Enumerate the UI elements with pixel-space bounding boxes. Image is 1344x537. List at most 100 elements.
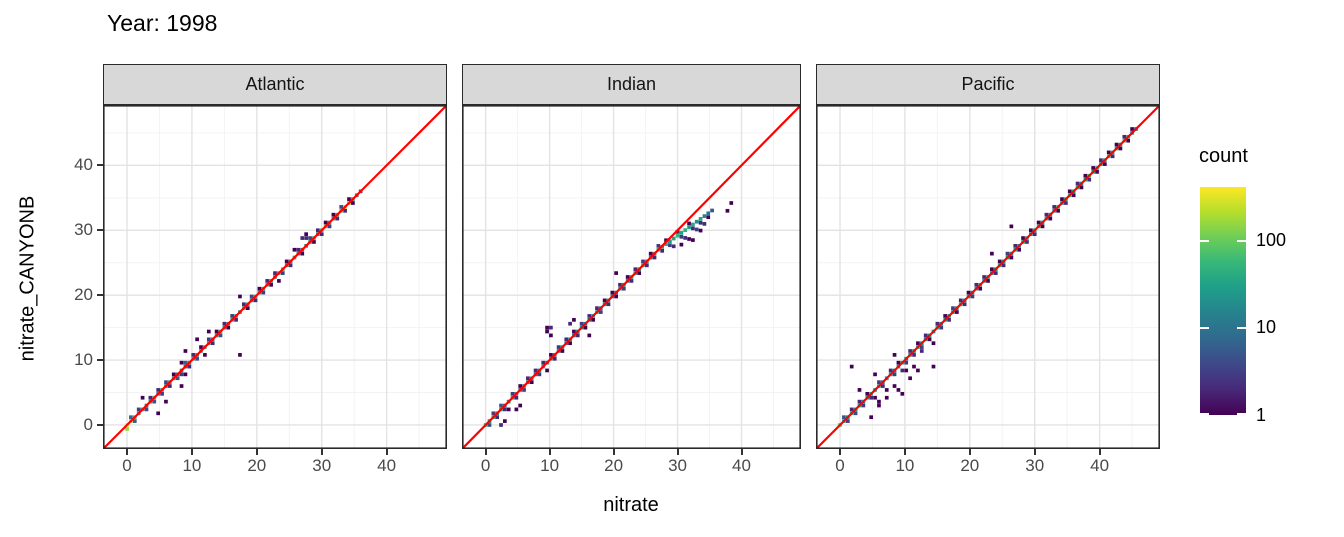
- bin2d-cell: [683, 236, 688, 240]
- bin2d-cell: [698, 220, 703, 225]
- bin2d-cell: [892, 372, 897, 377]
- x-tick-label: 20: [960, 456, 980, 475]
- facet-label: Indian: [606, 74, 657, 94]
- x-tick-mark: [190, 449, 193, 455]
- bin2d-cell: [683, 228, 688, 232]
- bin2d-cell: [974, 282, 979, 287]
- legend-tick-mark: [1200, 327, 1209, 330]
- bin2d-cell: [687, 225, 691, 230]
- bin2d-cell: [541, 360, 546, 365]
- facet-label: Pacific: [961, 74, 1015, 94]
- bin2d-cell: [873, 372, 877, 377]
- bin2d-cell: [152, 399, 157, 404]
- bin2d-cell: [560, 349, 565, 353]
- bin2d-cell: [312, 240, 316, 244]
- bin2d-cell: [916, 368, 920, 373]
- bin2d-cell: [842, 415, 846, 420]
- bin2d-cell: [656, 243, 661, 248]
- bin2d-cell: [226, 325, 231, 330]
- x-tick-label: 0: [835, 456, 845, 475]
- bin2d-cell: [1028, 228, 1033, 233]
- bin2d-cell: [556, 345, 561, 349]
- bin2d-cell: [997, 259, 1002, 264]
- bin2d-cell: [179, 384, 184, 388]
- bin2d-cell: [234, 317, 238, 322]
- bin2d-cell: [591, 317, 595, 322]
- bin2d-cell: [292, 247, 297, 252]
- legend-tick-mark: [1200, 239, 1209, 242]
- bin2d-cell: [300, 236, 305, 240]
- legend-tick-label: 1: [1256, 405, 1267, 425]
- y-tick-mark: [97, 294, 103, 297]
- identity-line: [103, 105, 447, 449]
- bin2d-cell: [518, 403, 523, 408]
- bin2d-cell: [869, 415, 874, 420]
- bin2d-cell: [1001, 263, 1006, 268]
- bin2d-cell: [549, 325, 553, 330]
- bin2d-cell: [1048, 216, 1053, 221]
- x-tick-label: 10: [540, 456, 560, 475]
- y-tick-mark: [97, 164, 103, 167]
- bin2d-cell: [499, 423, 503, 427]
- bin2d-cell: [273, 271, 277, 275]
- bin2d-cell: [664, 238, 668, 243]
- bin2d-cell: [487, 423, 492, 427]
- bin2d-cell: [323, 220, 328, 225]
- x-tick-mark: [676, 449, 679, 455]
- bin2d-cell: [668, 239, 672, 244]
- bin2d-cell: [1091, 166, 1095, 170]
- bin2d-cell: [641, 259, 645, 264]
- bin2d-cell: [687, 237, 691, 241]
- bin2d-cell: [873, 395, 877, 400]
- bin2d-cell: [315, 228, 320, 233]
- bin2d-cell: [668, 243, 672, 248]
- bin2d-cell: [537, 372, 542, 377]
- x-tick-mark: [612, 449, 615, 455]
- panel-border: [103, 105, 447, 449]
- bin2d-cell: [129, 415, 133, 420]
- x-tick-mark: [1033, 449, 1036, 455]
- bin2d-cell: [877, 403, 881, 408]
- bin2d-cell: [927, 337, 932, 342]
- panel-border: [816, 105, 1160, 449]
- bin2d-cell: [1114, 142, 1119, 147]
- legend-tick-mark: [1237, 413, 1246, 415]
- x-tick-label: 10: [895, 456, 915, 475]
- bin2d-cell: [253, 298, 258, 303]
- bin2d-cell: [1095, 170, 1099, 174]
- bin2d-cell: [888, 368, 893, 373]
- bin2d-cell: [241, 302, 246, 307]
- bin2d-cell: [564, 337, 569, 342]
- bin2d-cell: [986, 279, 990, 283]
- bin2d-cell: [587, 314, 592, 318]
- bin2d-cell: [694, 219, 699, 224]
- bin2d-cell: [230, 314, 235, 318]
- bin2d-cell: [327, 224, 332, 229]
- bin2d-cell: [206, 337, 211, 342]
- bin2d-cell: [675, 233, 680, 238]
- y-tick-label: 40: [74, 155, 93, 175]
- bin2d-cell: [572, 329, 576, 334]
- bin2d-cell: [947, 317, 951, 322]
- bin2d-cell: [904, 368, 909, 373]
- bin2d-cell: [1102, 162, 1107, 166]
- bin2d-cell: [857, 399, 862, 404]
- x-tick-mark: [320, 449, 323, 455]
- y-tick-label: 20: [74, 285, 93, 305]
- bin2d-cell: [503, 419, 507, 423]
- bin2d-cell: [238, 353, 242, 357]
- bin2d-cell: [1064, 201, 1068, 205]
- bin2d-cell: [892, 384, 897, 388]
- bin2d-cell: [598, 310, 603, 314]
- bin2d-cell: [966, 290, 971, 295]
- legend-title: count: [1199, 145, 1248, 167]
- bin2d-cell: [195, 337, 199, 342]
- bin2d-cell: [614, 294, 618, 299]
- panel-indian: [462, 105, 801, 449]
- bin2d-cell: [698, 217, 703, 221]
- bin2d-cell: [222, 321, 227, 326]
- bin2d-cell: [214, 329, 219, 334]
- bin2d-cell: [583, 325, 588, 330]
- bin2d-cell: [284, 259, 289, 264]
